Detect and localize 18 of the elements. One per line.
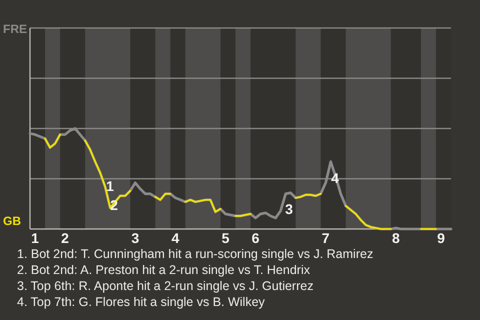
text: 3. Top 6th: R. Aponte hit a 2-run single vs J. Gutierrez (17, 279, 314, 293)
x-tick-label: 3 (131, 230, 140, 246)
x-tick-label: 5 (222, 230, 230, 246)
text: 1. Bot 2nd: T. Cunningham hit a run-scoring single vs J. Ramirez (17, 247, 374, 261)
text: 4. Top 7th: G. Flores hit a single vs B. Wilkey (17, 295, 266, 309)
x-tick-label: 7 (322, 230, 330, 246)
text: FRE (3, 22, 27, 36)
annotation: 4 (331, 170, 340, 186)
x-tick-label: 1 (31, 230, 40, 246)
x-tick-label: 9 (437, 230, 446, 246)
text: GB (3, 214, 22, 228)
annotation: 3 (285, 201, 294, 217)
x-tick-label: 4 (171, 230, 180, 246)
annotation: 1 (106, 178, 114, 194)
text: 2. Bot 2nd: A. Preston hit a 2-run single vs T. Hendrix (17, 263, 311, 277)
x-tick-label: 8 (392, 230, 400, 246)
x-tick-label: 6 (252, 230, 260, 246)
x-tick-label: 2 (61, 230, 70, 246)
